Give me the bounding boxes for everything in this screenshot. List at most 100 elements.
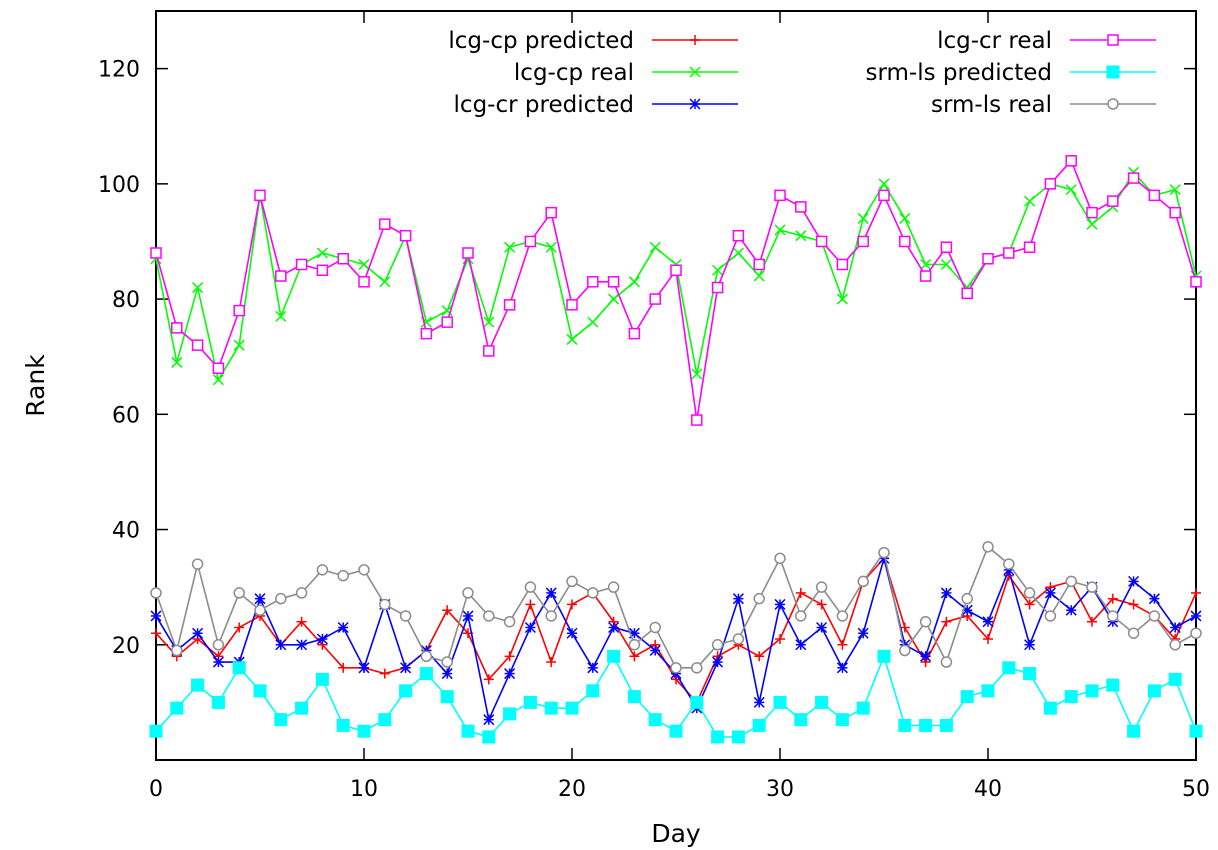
marker-stroke (483, 316, 495, 328)
data-point (378, 713, 392, 727)
data-point (296, 616, 307, 627)
marker-shape (523, 695, 537, 709)
data-point (795, 610, 807, 622)
data-point (1065, 575, 1077, 588)
marker-shape (440, 690, 454, 704)
data-point (253, 684, 267, 698)
data-point (440, 690, 454, 704)
data-point (295, 701, 309, 715)
marker-shape (254, 604, 266, 616)
data-point (316, 633, 328, 645)
marker-shape (211, 695, 225, 709)
data-point (1148, 610, 1161, 622)
x-tick-label: 10 (350, 777, 378, 802)
data-point (483, 714, 495, 726)
marker-shape (1003, 247, 1015, 259)
data-point (711, 639, 724, 651)
marker-shape (1023, 587, 1036, 599)
data-point (315, 672, 329, 686)
data-point (816, 621, 828, 634)
marker-stroke (712, 656, 724, 668)
marker-shape (1023, 241, 1036, 253)
data-point (1148, 189, 1161, 202)
marker-shape (379, 598, 391, 611)
data-point (1190, 627, 1202, 639)
data-point (878, 189, 890, 202)
data-point (754, 651, 765, 662)
data-point (649, 293, 661, 305)
data-point (337, 252, 349, 265)
y-tick-label: 60 (112, 403, 140, 428)
marker-shape (607, 276, 620, 288)
marker-shape (545, 610, 557, 622)
data-point (1024, 639, 1036, 651)
marker-shape (960, 690, 974, 704)
data-point (1064, 690, 1078, 704)
marker-stroke (504, 668, 516, 680)
data-point (503, 707, 517, 721)
data-point (1065, 184, 1077, 196)
marker-shape (732, 633, 745, 645)
data-point (400, 662, 412, 674)
marker-shape (1127, 724, 1141, 738)
marker-stroke (857, 627, 869, 639)
data-point (732, 633, 745, 645)
data-point (1107, 593, 1118, 604)
data-point (732, 247, 744, 259)
marker-shape (711, 639, 724, 651)
data-point (1024, 599, 1035, 610)
data-point (1002, 661, 1016, 675)
marker-shape (627, 690, 641, 704)
marker-shape (628, 639, 641, 651)
marker-shape (1168, 672, 1182, 686)
data-point (899, 235, 911, 248)
data-point (379, 598, 391, 611)
marker-stroke (524, 621, 536, 634)
marker-stroke (899, 212, 911, 224)
data-point (503, 299, 516, 311)
data-point (275, 639, 287, 651)
marker-shape (170, 701, 184, 715)
marker-shape (482, 730, 496, 744)
marker-shape (1148, 610, 1161, 622)
data-point (899, 644, 911, 657)
data-point (565, 701, 579, 715)
marker-stroke (171, 356, 183, 368)
marker-shape (316, 564, 329, 576)
data-point (566, 299, 578, 311)
marker-shape (1127, 627, 1140, 639)
marker-stroke (857, 212, 869, 224)
marker-stroke (587, 662, 599, 674)
data-point (1023, 241, 1036, 253)
marker-stroke (608, 293, 620, 305)
data-point (857, 212, 869, 224)
marker-shape (649, 621, 661, 634)
marker-shape (1086, 581, 1098, 593)
data-point (773, 695, 787, 709)
marker-shape (149, 724, 163, 738)
data-point (1086, 218, 1098, 230)
marker-shape (1085, 684, 1099, 698)
data-point (629, 651, 640, 662)
data-point (441, 316, 453, 328)
marker-stroke (982, 616, 994, 628)
data-point (191, 558, 204, 570)
data-point (566, 333, 578, 345)
marker-stroke (441, 305, 453, 317)
legend-entry: lcg-cp real (514, 60, 738, 86)
marker-stroke (774, 224, 786, 236)
marker-stroke (795, 230, 807, 242)
marker-shape (670, 662, 682, 674)
data-point (586, 684, 600, 698)
marker-stroke (587, 316, 599, 328)
marker-shape (690, 695, 704, 709)
marker-stroke (358, 662, 370, 674)
x-tick-label: 40 (974, 777, 1002, 802)
marker-shape (233, 587, 245, 599)
marker-shape (794, 713, 808, 727)
data-point (337, 621, 349, 634)
data-point (1128, 575, 1140, 587)
data-point (545, 587, 557, 599)
marker-stroke (1169, 184, 1181, 196)
